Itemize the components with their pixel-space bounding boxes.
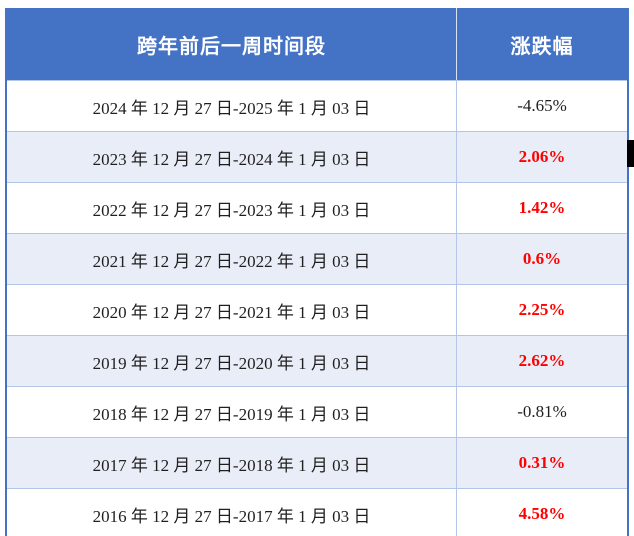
table-row: 2018 年 12 月 27 日-2019 年 1 月 03 日 -0.81%	[7, 386, 627, 437]
table-row: 2019 年 12 月 27 日-2020 年 1 月 03 日 2.62%	[7, 335, 627, 386]
header-period-column: 跨年前后一周时间段	[7, 8, 457, 80]
table-header-row: 跨年前后一周时间段 涨跌幅	[7, 8, 627, 80]
table-row: 2023 年 12 月 27 日-2024 年 1 月 03 日 2.06%	[7, 131, 627, 182]
table-row: 2016 年 12 月 27 日-2017 年 1 月 03 日 4.58%	[7, 488, 627, 536]
table-body: 2024 年 12 月 27 日-2025 年 1 月 03 日 -4.65% …	[7, 80, 627, 536]
change-cell: 0.6%	[522, 249, 562, 268]
period-cell: 2019 年 12 月 27 日-2020 年 1 月 03 日	[7, 336, 457, 386]
period-cell: 2016 年 12 月 27 日-2017 年 1 月 03 日	[7, 489, 457, 536]
period-cell: 2022 年 12 月 27 日-2023 年 1 月 03 日	[7, 183, 457, 233]
change-cell: 2.62%	[518, 351, 566, 370]
new-year-returns-table: 跨年前后一周时间段 涨跌幅 2024 年 12 月 27 日-2025 年 1 …	[5, 8, 629, 536]
table-row: 2017 年 12 月 27 日-2018 年 1 月 03 日 0.31%	[7, 437, 627, 488]
period-cell: 2024 年 12 月 27 日-2025 年 1 月 03 日	[7, 81, 457, 131]
period-cell: 2020 年 12 月 27 日-2021 年 1 月 03 日	[7, 285, 457, 335]
table-row: 2021 年 12 月 27 日-2022 年 1 月 03 日 0.6%	[7, 233, 627, 284]
change-cell: 2.06%	[518, 147, 566, 166]
change-cell: 2.25%	[518, 300, 566, 319]
change-cell: 4.58%	[518, 504, 566, 523]
change-cell: -4.65%	[517, 96, 567, 115]
change-cell: -0.81%	[517, 402, 567, 421]
change-cell: 1.42%	[518, 198, 566, 217]
table-row: 2024 年 12 月 27 日-2025 年 1 月 03 日 -4.65%	[7, 80, 627, 131]
period-cell: 2021 年 12 月 27 日-2022 年 1 月 03 日	[7, 234, 457, 284]
period-cell: 2017 年 12 月 27 日-2018 年 1 月 03 日	[7, 438, 457, 488]
header-change-column: 涨跌幅	[510, 35, 574, 58]
table-row: 2020 年 12 月 27 日-2021 年 1 月 03 日 2.25%	[7, 284, 627, 335]
period-cell: 2023 年 12 月 27 日-2024 年 1 月 03 日	[7, 132, 457, 182]
period-cell: 2018 年 12 月 27 日-2019 年 1 月 03 日	[7, 387, 457, 437]
cursor-artifact	[627, 140, 634, 167]
change-cell: 0.31%	[518, 453, 566, 472]
table-row: 2022 年 12 月 27 日-2023 年 1 月 03 日 1.42%	[7, 182, 627, 233]
